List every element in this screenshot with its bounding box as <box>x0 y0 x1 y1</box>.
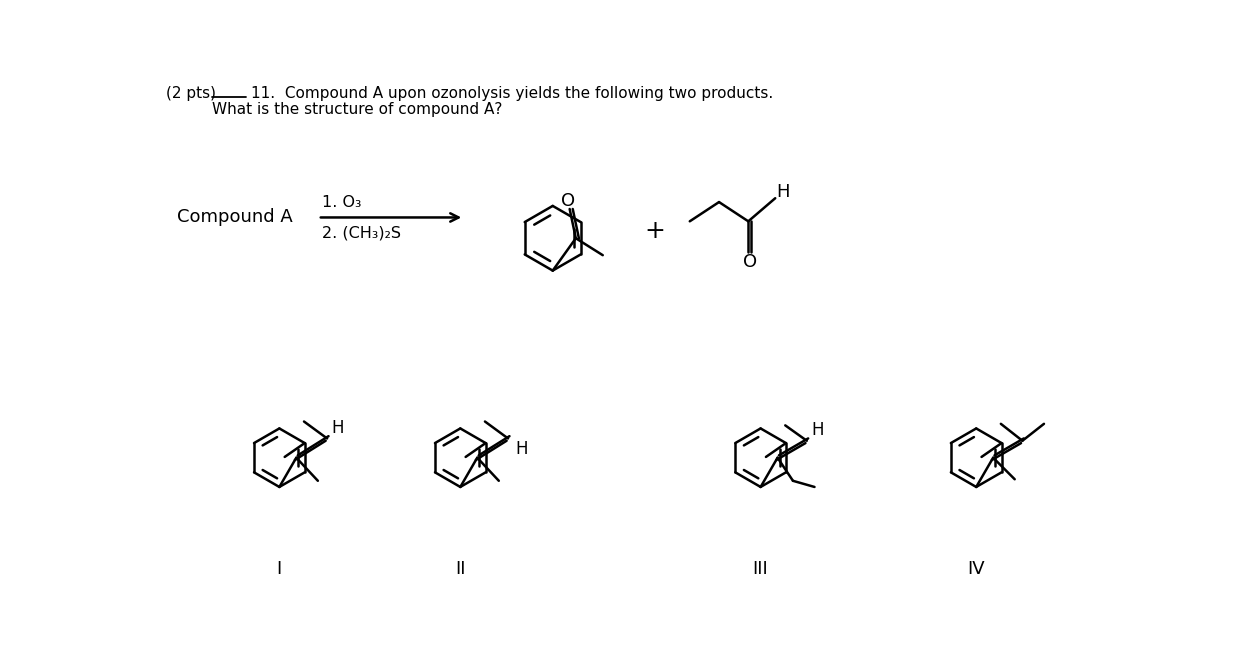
Text: H: H <box>811 421 823 439</box>
Text: H: H <box>516 440 528 458</box>
Text: What is the structure of compound A?: What is the structure of compound A? <box>212 102 503 117</box>
Text: +: + <box>644 218 665 243</box>
Text: II: II <box>456 560 466 578</box>
Text: III: III <box>753 560 768 578</box>
Text: H: H <box>331 419 344 437</box>
Text: 11.  Compound A upon ozonolysis yields the following two products.: 11. Compound A upon ozonolysis yields th… <box>251 86 773 101</box>
Text: 1. O₃: 1. O₃ <box>321 194 361 210</box>
Text: (2 pts): (2 pts) <box>166 86 216 101</box>
Text: O: O <box>561 192 575 210</box>
Text: O: O <box>743 253 757 271</box>
Text: Compound A: Compound A <box>177 208 292 226</box>
Text: 2. (CH₃)₂S: 2. (CH₃)₂S <box>321 225 400 241</box>
Text: H: H <box>776 183 789 201</box>
Text: I: I <box>277 560 282 578</box>
Text: IV: IV <box>968 560 985 578</box>
